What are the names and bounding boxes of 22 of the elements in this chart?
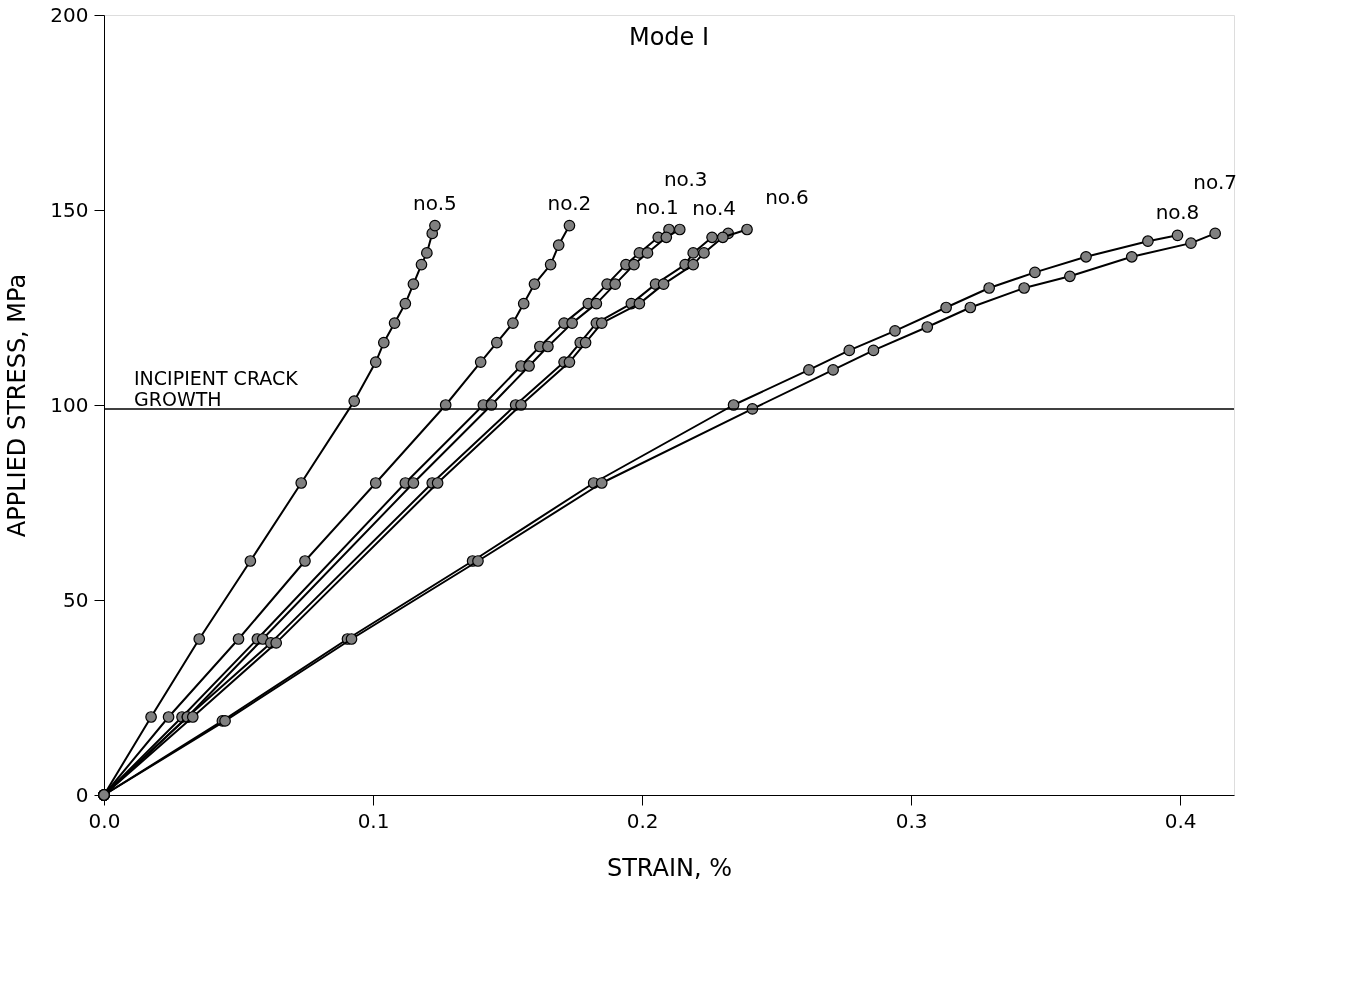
x-tick-label: 0.3 bbox=[895, 808, 928, 833]
y-tick-label: 100 bbox=[50, 392, 89, 417]
y-axis-title: APPLIED STRESS, MPa bbox=[3, 273, 32, 538]
series-label: no.5 bbox=[413, 190, 457, 215]
x-tick-label: 0.1 bbox=[357, 808, 390, 833]
ref-line-label: INCIPIENT CRACK GROWTH bbox=[134, 366, 299, 410]
series-label: no.3 bbox=[663, 166, 708, 191]
x-tick-label: 0.2 bbox=[626, 808, 659, 833]
y-tick-label: 50 bbox=[63, 587, 89, 612]
series-label: no.6 bbox=[765, 184, 809, 209]
y-tick-label: 200 bbox=[50, 2, 89, 27]
y-tick-label: 0 bbox=[75, 782, 89, 807]
x-tick-label: 0.4 bbox=[1164, 808, 1197, 833]
series-label: no.2 bbox=[547, 190, 592, 215]
x-axis-title: STRAIN, % bbox=[606, 853, 733, 882]
chart-title: Mode I bbox=[628, 23, 710, 51]
series-label: no.7 bbox=[1193, 170, 1237, 195]
series-label: no.8 bbox=[1155, 200, 1200, 225]
series-label: no.1 bbox=[635, 194, 679, 219]
y-tick-label: 150 bbox=[50, 197, 89, 222]
x-tick-label: 0.0 bbox=[88, 808, 121, 833]
series-label: no.4 bbox=[692, 196, 737, 221]
